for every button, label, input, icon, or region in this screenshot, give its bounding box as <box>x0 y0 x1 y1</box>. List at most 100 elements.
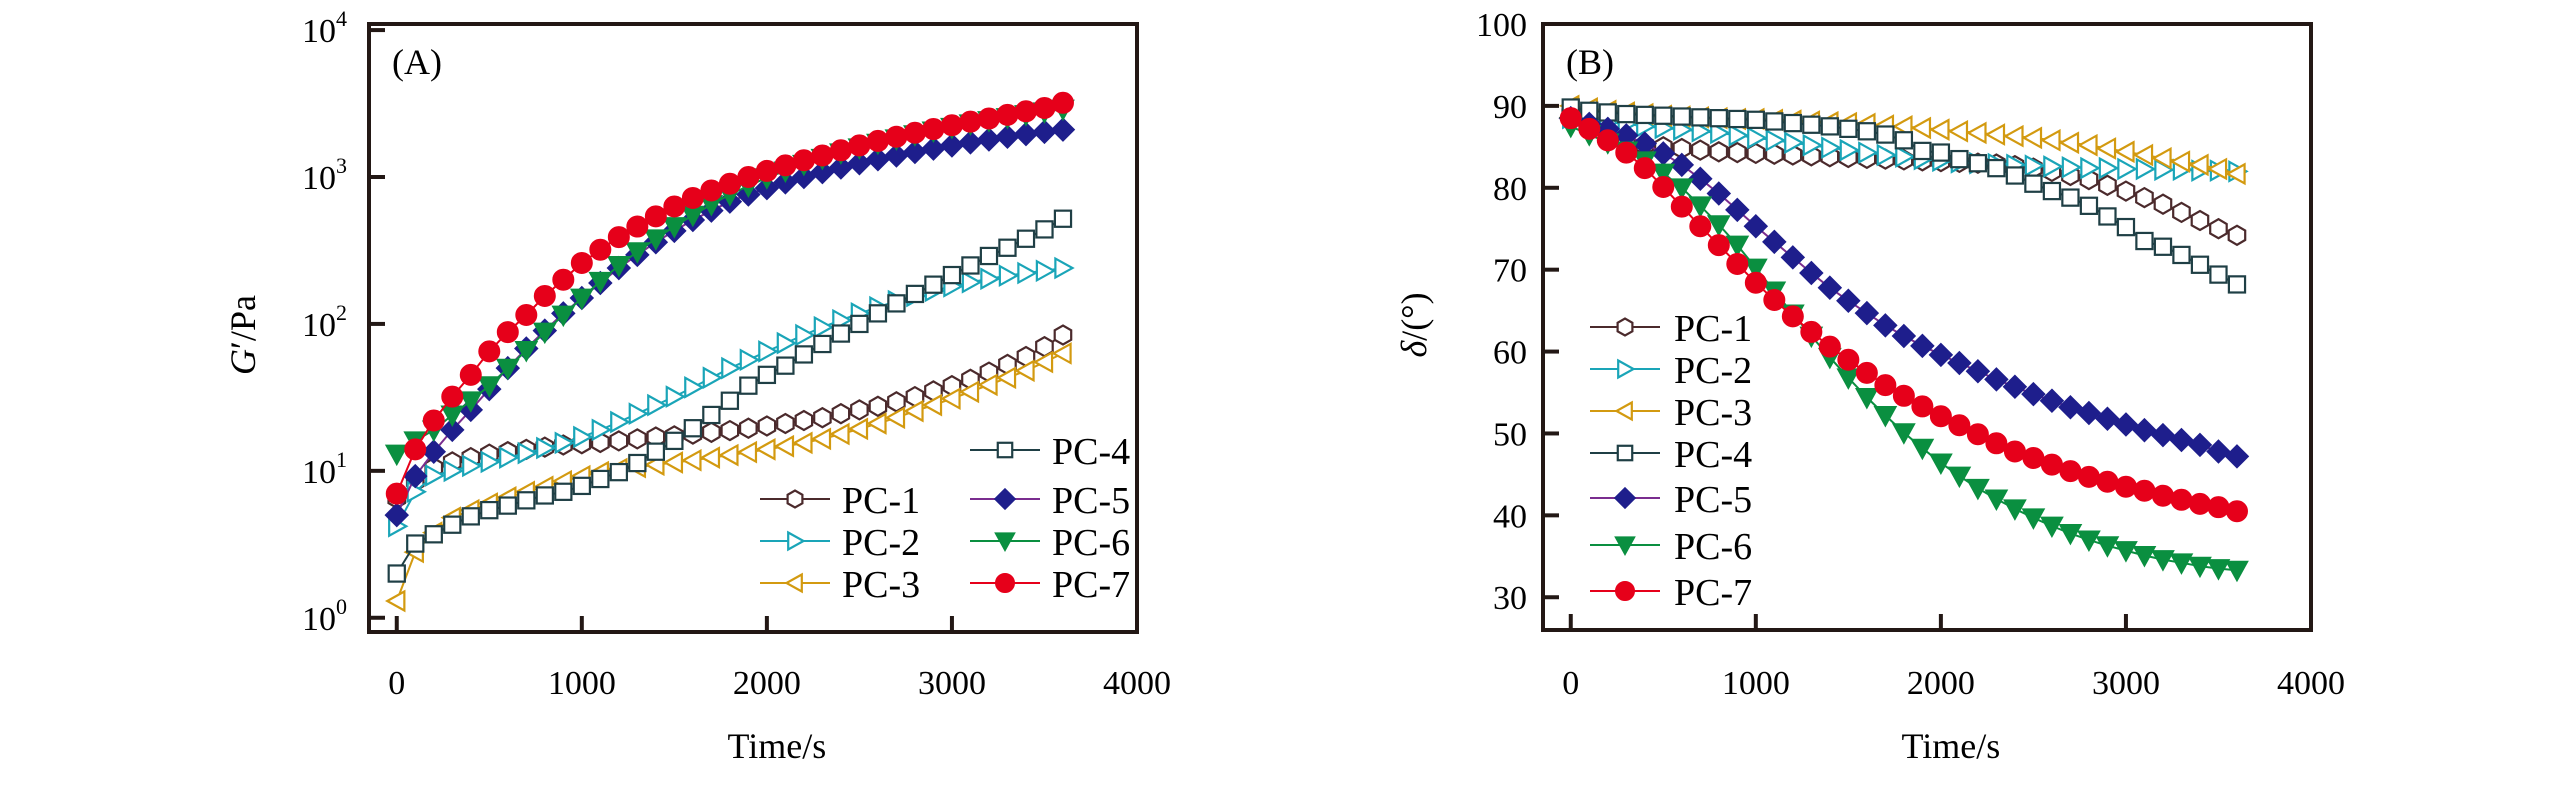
y-axis-label-symbol: G <box>223 349 263 375</box>
data-point <box>2224 444 2250 469</box>
x-tick-label: 3000 <box>2092 665 2160 702</box>
data-point <box>385 482 408 505</box>
legend-item-pc-6: PC-6 <box>1590 526 1752 568</box>
data-point <box>2058 394 2083 420</box>
data-point <box>1911 395 1934 418</box>
data-point <box>532 322 557 345</box>
data-point <box>517 491 536 510</box>
legend-marker <box>1616 444 1634 462</box>
data-point <box>572 476 591 496</box>
data-point <box>1947 119 1969 143</box>
data-point <box>2116 180 2136 202</box>
legend-item-pc-6: PC-6 <box>970 522 1130 564</box>
data-point <box>1669 152 1695 178</box>
data-point <box>2170 488 2193 511</box>
data-point <box>813 334 832 354</box>
data-point <box>961 256 980 275</box>
data-point <box>2153 193 2173 215</box>
data-point <box>1652 175 1675 198</box>
data-point <box>2096 470 2119 493</box>
data-point <box>958 380 980 404</box>
data-point <box>921 393 943 417</box>
data-point <box>440 417 465 443</box>
data-point <box>1966 121 1987 145</box>
data-point <box>1765 112 1784 131</box>
data-point <box>1014 100 1037 123</box>
data-point <box>701 421 721 444</box>
data-point <box>2187 432 2213 458</box>
data-point <box>681 186 704 209</box>
y-tick-label: 100 <box>1476 7 1527 44</box>
data-point <box>1948 414 1971 437</box>
data-point <box>644 205 667 228</box>
y-tick-base: 10 <box>302 601 336 638</box>
data-point <box>831 324 851 343</box>
data-point <box>942 265 962 285</box>
data-point <box>646 442 666 461</box>
legend-item-pc-3: PC-3 <box>1590 392 1752 434</box>
data-point <box>924 275 943 294</box>
data-point <box>1894 131 1914 150</box>
data-point <box>1013 121 1039 147</box>
data-point <box>683 419 703 438</box>
data-point <box>1032 119 1057 145</box>
data-point <box>1053 324 1073 346</box>
data-point <box>2024 174 2043 193</box>
data-point <box>959 110 982 133</box>
data-point <box>681 448 702 472</box>
y-tick-label: 30 <box>1493 580 1527 617</box>
data-point <box>998 238 1017 257</box>
data-point <box>810 427 832 451</box>
data-point <box>1053 209 1073 228</box>
data-point <box>404 438 427 461</box>
data-point <box>609 430 629 452</box>
data-point <box>2005 166 2025 185</box>
data-point <box>1709 109 1728 128</box>
data-point <box>1820 117 1840 136</box>
plot-area <box>384 91 1076 613</box>
data-point <box>1617 104 1636 124</box>
data-point <box>1910 333 1935 359</box>
data-point <box>2021 508 2046 530</box>
data-point <box>478 340 501 363</box>
data-point <box>609 462 629 482</box>
legend-marker <box>994 532 1016 553</box>
data-point <box>1799 260 1824 286</box>
data-point <box>1837 348 1860 371</box>
data-point <box>1054 256 1075 280</box>
data-point <box>1033 96 1056 119</box>
data-point <box>628 453 647 473</box>
data-point <box>1913 141 1932 161</box>
data-point <box>2172 201 2191 224</box>
x-tick-label: 3000 <box>918 665 986 702</box>
x-tick-label: 2000 <box>733 665 801 702</box>
legend-marker <box>1617 358 1636 380</box>
data-point <box>1984 489 2009 512</box>
data-point <box>2040 516 2064 539</box>
data-point <box>1726 252 1749 275</box>
data-point <box>995 366 1017 390</box>
data-point <box>536 436 557 460</box>
data-point <box>1744 271 1767 294</box>
data-point <box>1763 288 1786 311</box>
data-point <box>1858 141 1879 164</box>
data-point <box>848 134 871 157</box>
y-tick-base: 10 <box>302 454 336 491</box>
y-tick-label: 102 <box>302 300 347 344</box>
data-point <box>794 409 814 432</box>
data-point <box>977 107 1000 130</box>
x-tick-label: 4000 <box>1103 665 1171 702</box>
data-point <box>757 415 777 437</box>
data-point <box>625 242 650 264</box>
data-point <box>1784 131 1805 155</box>
data-point <box>1910 438 1935 461</box>
data-point <box>1743 258 1768 281</box>
y-tick-exponent: 0 <box>336 594 347 619</box>
axes-frame <box>367 22 1139 634</box>
data-point <box>610 410 631 434</box>
data-point <box>2022 447 2045 470</box>
legend-marker <box>1614 400 1633 422</box>
data-point <box>2190 255 2210 274</box>
y-tick-exponent: 2 <box>336 300 347 325</box>
legend-item-pc-3: PC-3 <box>760 564 920 606</box>
